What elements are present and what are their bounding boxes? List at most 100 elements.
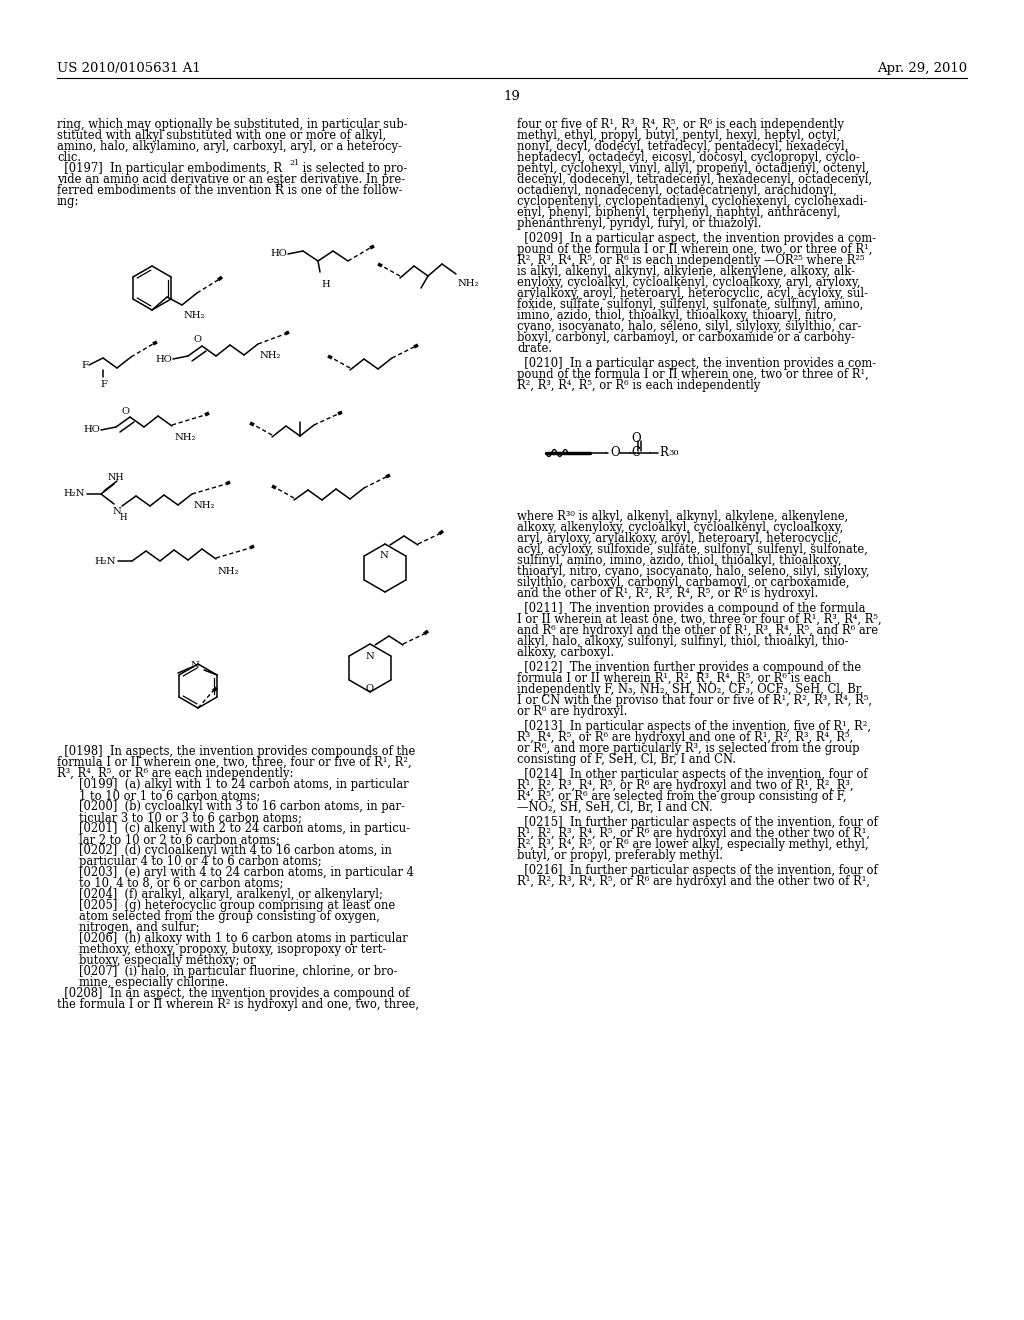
Text: imino, azido, thiol, thioalkyl, thioalkoxy, thioaryl, nitro,: imino, azido, thiol, thioalkyl, thioalko… — [517, 309, 837, 322]
Text: particular 4 to 10 or 4 to 6 carbon atoms;: particular 4 to 10 or 4 to 6 carbon atom… — [79, 855, 322, 869]
Text: F: F — [100, 380, 108, 389]
Text: N: N — [366, 652, 375, 661]
Text: atom selected from the group consisting of oxygen,: atom selected from the group consisting … — [79, 909, 380, 923]
Text: NH₂: NH₂ — [174, 433, 196, 441]
Text: O: O — [631, 432, 641, 445]
Text: F: F — [81, 360, 88, 370]
Text: [0213]  In particular aspects of the invention, five of R¹, R²,: [0213] In particular aspects of the inve… — [517, 719, 871, 733]
Text: ferred embodiments of the invention R: ferred embodiments of the invention R — [57, 183, 284, 197]
Text: [0214]  In other particular aspects of the invention, four of: [0214] In other particular aspects of th… — [517, 768, 867, 781]
Text: R³, R⁴, R⁵, or R⁶ are hydroxyl and one of R¹, R², R³, R⁴, R⁵,: R³, R⁴, R⁵, or R⁶ are hydroxyl and one o… — [517, 731, 853, 744]
Text: methoxy, ethoxy, propoxy, butoxy, isopropoxy or tert-: methoxy, ethoxy, propoxy, butoxy, isopro… — [79, 942, 386, 956]
Text: vide an amino acid derivative or an ester derivative. In pre-: vide an amino acid derivative or an este… — [57, 173, 406, 186]
Text: —NO₂, SH, SeH, Cl, Br, I and CN.: —NO₂, SH, SeH, Cl, Br, I and CN. — [517, 801, 713, 814]
Text: and R⁶ are hydroxyl and the other of R¹, R³, R⁴, R⁵, and R⁶ are: and R⁶ are hydroxyl and the other of R¹,… — [517, 624, 879, 638]
Text: is selected to pro-: is selected to pro- — [299, 162, 408, 176]
Text: [0207]  (i) halo, in particular fluorine, chlorine, or bro-: [0207] (i) halo, in particular fluorine,… — [79, 965, 397, 978]
Text: R⁴, R⁵, or R⁶ are selected from the group consisting of F,: R⁴, R⁵, or R⁶ are selected from the grou… — [517, 789, 847, 803]
Text: R¹, R², R³, R⁴, R⁵, or R⁶ are hydroxyl and the other two of R¹,: R¹, R², R³, R⁴, R⁵, or R⁶ are hydroxyl a… — [517, 875, 870, 888]
Text: [0215]  In further particular aspects of the invention, four of: [0215] In further particular aspects of … — [517, 816, 878, 829]
Text: Apr. 29, 2010: Apr. 29, 2010 — [877, 62, 967, 75]
Text: US 2010/0105631 A1: US 2010/0105631 A1 — [57, 62, 201, 75]
Text: consisting of F, SeH, Cl, Br, I and CN.: consisting of F, SeH, Cl, Br, I and CN. — [517, 752, 736, 766]
Text: [0200]  (b) cycloalkyl with 3 to 16 carbon atoms, in par-: [0200] (b) cycloalkyl with 3 to 16 carbo… — [79, 800, 404, 813]
Text: phenanthrenyl, pyridyl, furyl, or thiazolyl.: phenanthrenyl, pyridyl, furyl, or thiazo… — [517, 216, 762, 230]
Text: alkyl, halo, alkoxy, sulfonyl, sulfinyl, thiol, thioalkyl, thio-: alkyl, halo, alkoxy, sulfonyl, sulfinyl,… — [517, 635, 849, 648]
Text: nonyl, decyl, dodecyl, tetradecyl, pentadecyl, hexadecyl,: nonyl, decyl, dodecyl, tetradecyl, penta… — [517, 140, 848, 153]
Text: NH₂: NH₂ — [457, 279, 478, 288]
Text: stituted with alkyl substituted with one or more of alkyl,: stituted with alkyl substituted with one… — [57, 129, 386, 143]
Text: C: C — [631, 446, 640, 459]
Text: to 10, 4 to 8, or 6 or carbon atoms;: to 10, 4 to 8, or 6 or carbon atoms; — [79, 876, 284, 890]
Text: 21: 21 — [289, 158, 299, 168]
Text: R², R³, R⁴, R⁵, or R⁶ are lower alkyl, especially methyl, ethyl,: R², R³, R⁴, R⁵, or R⁶ are lower alkyl, e… — [517, 838, 868, 851]
Text: 21: 21 — [274, 181, 285, 189]
Text: aryl, aryloxy, arylalkoxy, aroyl, heteroaryl, heterocyclic,: aryl, aryloxy, arylalkoxy, aroyl, hetero… — [517, 532, 842, 545]
Text: [0203]  (e) aryl with 4 to 24 carbon atoms, in particular 4: [0203] (e) aryl with 4 to 24 carbon atom… — [79, 866, 414, 879]
Text: HO: HO — [270, 249, 287, 259]
Text: alkoxy, carboxyl.: alkoxy, carboxyl. — [517, 645, 614, 659]
Text: or R⁶, and more particularly R³, is selected from the group: or R⁶, and more particularly R³, is sele… — [517, 742, 859, 755]
Text: [0216]  In further particular aspects of the invention, four of: [0216] In further particular aspects of … — [517, 865, 878, 876]
Text: [0211]  The invention provides a compound of the formula: [0211] The invention provides a compound… — [517, 602, 865, 615]
Text: R¹, R², R³, R⁴, R⁵, or R⁶ are hydroxyl and the other two of R¹,: R¹, R², R³, R⁴, R⁵, or R⁶ are hydroxyl a… — [517, 828, 870, 840]
Text: O: O — [610, 446, 620, 459]
Text: O: O — [122, 408, 130, 417]
Text: [0199]  (a) alkyl with 1 to 24 carbon atoms, in particular: [0199] (a) alkyl with 1 to 24 carbon ato… — [79, 777, 409, 791]
Text: [0210]  In a particular aspect, the invention provides a com-: [0210] In a particular aspect, the inven… — [517, 356, 877, 370]
Text: [0201]  (c) alkenyl with 2 to 24 carbon atoms, in particu-: [0201] (c) alkenyl with 2 to 24 carbon a… — [79, 822, 410, 836]
Text: clic.: clic. — [57, 150, 81, 164]
Text: [0197]  In particular embodiments, R: [0197] In particular embodiments, R — [57, 162, 283, 176]
Text: [0212]  The invention further provides a compound of the: [0212] The invention further provides a … — [517, 661, 861, 675]
Text: acyl, acyloxy, sulfoxide, sulfate, sulfonyl, sulfenyl, sulfonate,: acyl, acyloxy, sulfoxide, sulfate, sulfo… — [517, 543, 868, 556]
Text: 1 to 10 or 1 to 6 carbon atoms;: 1 to 10 or 1 to 6 carbon atoms; — [79, 789, 260, 803]
Text: NH₂: NH₂ — [217, 566, 239, 576]
Text: cyclopentenyl, cyclopentadienyl, cyclohexenyl, cyclohexadi-: cyclopentenyl, cyclopentadienyl, cyclohe… — [517, 195, 867, 209]
Text: ring, which may optionally be substituted, in particular sub-: ring, which may optionally be substitute… — [57, 117, 408, 131]
Text: R³, R⁴, R⁵, or R⁶ are each independently:: R³, R⁴, R⁵, or R⁶ are each independently… — [57, 767, 293, 780]
Text: boxyl, carbonyl, carbamoyl, or carboxamide or a carbohy-: boxyl, carbonyl, carbamoyl, or carboxami… — [517, 331, 855, 345]
Text: [0198]  In aspects, the invention provides compounds of the: [0198] In aspects, the invention provide… — [57, 744, 416, 758]
Text: ing:: ing: — [57, 195, 80, 209]
Text: O: O — [366, 684, 374, 693]
Text: NH₂: NH₂ — [259, 351, 281, 360]
Text: HO: HO — [83, 425, 100, 434]
Text: lar 2 to 10 or 2 to 6 carbon atoms;: lar 2 to 10 or 2 to 6 carbon atoms; — [79, 833, 280, 846]
Text: amino, halo, alkylamino, aryl, carboxyl, aryl, or a heterocy-: amino, halo, alkylamino, aryl, carboxyl,… — [57, 140, 401, 153]
Text: cyano, isocyanato, halo, seleno, silyl, silyloxy, silylthio, car-: cyano, isocyanato, halo, seleno, silyl, … — [517, 319, 861, 333]
Text: H: H — [120, 513, 128, 521]
Text: methyl, ethyl, propyl, butyl, pentyl, hexyl, heptyl, octyl,: methyl, ethyl, propyl, butyl, pentyl, he… — [517, 129, 840, 143]
Text: arylalkoxy, aroyl, heteroaryl, heterocyclic, acyl, acyloxy, sul-: arylalkoxy, aroyl, heteroaryl, heterocyc… — [517, 286, 868, 300]
Text: octadienyl, nonadecenyl, octadecatrienyl, arachidonyl,: octadienyl, nonadecenyl, octadecatrienyl… — [517, 183, 837, 197]
Text: [0204]  (f) aralkyl, alkaryl, aralkenyl, or alkenylaryl;: [0204] (f) aralkyl, alkaryl, aralkenyl, … — [79, 888, 383, 902]
Text: NH₂: NH₂ — [193, 502, 214, 511]
Text: and the other of R¹, R², R³, R⁴, R⁵, or R⁶ is hydroxyl.: and the other of R¹, R², R³, R⁴, R⁵, or … — [517, 587, 818, 601]
Text: foxide, sulfate, sulfonyl, sulfenyl, sulfonate, sulfinyl, amino,: foxide, sulfate, sulfonyl, sulfenyl, sul… — [517, 298, 863, 312]
Text: R¹, R², R³, R⁴, R⁵, or R⁶ are hydroxyl and two of R¹, R², R³,: R¹, R², R³, R⁴, R⁵, or R⁶ are hydroxyl a… — [517, 779, 854, 792]
Text: NH: NH — [108, 474, 125, 483]
Text: R², R³, R⁴, R⁵, or R⁶ is each independently —OR²⁵ where R²⁵: R², R³, R⁴, R⁵, or R⁶ is each independen… — [517, 253, 864, 267]
Text: butyl, or propyl, preferably methyl.: butyl, or propyl, preferably methyl. — [517, 849, 723, 862]
Text: enyloxy, cycloalkyl, cycloalkenyl, cycloalkoxy, aryl, aryloxy,: enyloxy, cycloalkyl, cycloalkenyl, cyclo… — [517, 276, 860, 289]
Text: [0208]  In an aspect, the invention provides a compound of: [0208] In an aspect, the invention provi… — [57, 987, 410, 1001]
Text: R: R — [659, 446, 668, 459]
Text: 19: 19 — [504, 90, 520, 103]
Text: N: N — [380, 550, 388, 560]
Text: N: N — [112, 507, 121, 516]
Text: H₂N: H₂N — [63, 490, 85, 499]
Text: sulfinyl, amino, imino, azido, thiol, thioalkyl, thioalkoxy,: sulfinyl, amino, imino, azido, thiol, th… — [517, 554, 842, 568]
Text: the formula I or II wherein R² is hydroxyl and one, two, three,: the formula I or II wherein R² is hydrox… — [57, 998, 419, 1011]
Text: I or II wherein at least one, two, three or four of R¹, R³, R⁴, R⁵,: I or II wherein at least one, two, three… — [517, 612, 882, 626]
Text: enyl, phenyl, biphenyl, terphenyl, naphtyl, anthracenyl,: enyl, phenyl, biphenyl, terphenyl, napht… — [517, 206, 841, 219]
Text: independently F, N₃, NH₂, SH, NO₂, CF₃, OCF₃, SeH, Cl, Br,: independently F, N₃, NH₂, SH, NO₂, CF₃, … — [517, 682, 863, 696]
Text: formula I or II wherein R¹, R², R³, R⁴, R⁵, or R⁶ is each: formula I or II wherein R¹, R², R³, R⁴, … — [517, 672, 831, 685]
Text: [0206]  (h) alkoxy with 1 to 6 carbon atoms in particular: [0206] (h) alkoxy with 1 to 6 carbon ato… — [79, 932, 408, 945]
Text: [0209]  In a particular aspect, the invention provides a com-: [0209] In a particular aspect, the inven… — [517, 232, 877, 246]
Text: thioaryl, nitro, cyano, isocyanato, halo, seleno, silyl, silyloxy,: thioaryl, nitro, cyano, isocyanato, halo… — [517, 565, 869, 578]
Text: heptadecyl, octadecyl, eicosyl, docosyl, cyclopropyl, cyclo-: heptadecyl, octadecyl, eicosyl, docosyl,… — [517, 150, 860, 164]
Text: 30: 30 — [668, 449, 679, 457]
Text: pound of the formula I or II wherein one, two or three of R¹,: pound of the formula I or II wherein one… — [517, 368, 868, 381]
Text: where R³⁰ is alkyl, alkenyl, alkynyl, alkylene, alkenylene,: where R³⁰ is alkyl, alkenyl, alkynyl, al… — [517, 510, 848, 523]
Text: nitrogen, and sulfur;: nitrogen, and sulfur; — [79, 921, 200, 935]
Text: silylthio, carboxyl, carbonyl, carbamoyl, or carboxamide,: silylthio, carboxyl, carbonyl, carbamoyl… — [517, 576, 850, 589]
